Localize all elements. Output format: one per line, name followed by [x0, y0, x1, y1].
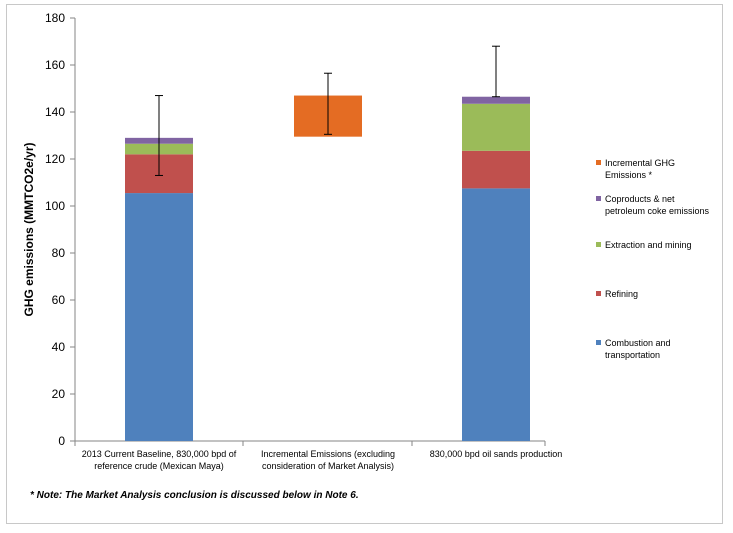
- x-category-label: Incremental Emissions (excluding consider…: [261, 449, 395, 471]
- legend-label: Coproducts & net petroleum coke emissions: [605, 194, 710, 216]
- bar-segment-combustion-and-transportation: [125, 193, 193, 441]
- legend-label: Combustion and transportation: [605, 338, 671, 360]
- legend-swatch: [596, 242, 601, 247]
- x-category-label-line: 830,000 bpd oil sands production: [430, 449, 563, 459]
- footnote: * Note: The Market Analysis conclusion i…: [30, 490, 359, 501]
- legend-swatch: [596, 340, 601, 345]
- legend-label-line: petroleum coke emissions: [605, 206, 710, 216]
- x-category-label-line: consideration of Market Analysis): [262, 461, 394, 471]
- legend-label: Incremental GHG Emissions *: [605, 158, 675, 180]
- legend-label-line: transportation: [605, 350, 660, 360]
- x-category-label: 2013 Current Baseline, 830,000 bpd of ref…: [82, 449, 237, 471]
- bar-segment-refining: [462, 150, 530, 189]
- legend-label-line: Incremental GHG: [605, 158, 675, 168]
- legend-swatch: [596, 196, 601, 201]
- bar-segment-coproducts-net-petroleum-coke-emissions: [462, 96, 530, 104]
- bar-segment-extraction-and-mining: [462, 103, 530, 151]
- y-axis-title: GHG emissions (MMTCO2e/yr): [22, 142, 36, 316]
- y-tick-label: 100: [45, 199, 65, 213]
- y-tick-label: 120: [45, 152, 65, 166]
- legend-label: Refining: [605, 289, 638, 299]
- y-tick-label: 140: [45, 105, 65, 119]
- x-category-label: 830,000 bpd oil sands production: [430, 449, 563, 459]
- y-tick-label: 40: [52, 340, 66, 354]
- y-tick-label: 80: [52, 246, 66, 260]
- legend-swatch: [596, 291, 601, 296]
- x-category-label-line: 2013 Current Baseline, 830,000 bpd of: [82, 449, 237, 459]
- y-tick-label: 180: [45, 11, 65, 25]
- legend-label-line: Coproducts & net: [605, 194, 675, 204]
- legend-label: Extraction and mining: [605, 240, 692, 250]
- legend-label-line: Extraction and mining: [605, 240, 692, 250]
- x-category-label-line: reference crude (Mexican Maya): [94, 461, 224, 471]
- bar-segment-combustion-and-transportation: [462, 188, 530, 441]
- y-tick-label: 60: [52, 293, 66, 307]
- y-tick-label: 160: [45, 58, 65, 72]
- y-tick-label: 0: [58, 434, 65, 448]
- legend-label-line: Combustion and: [605, 338, 671, 348]
- x-category-label-line: Incremental Emissions (excluding: [261, 449, 395, 459]
- y-tick-label: 20: [52, 387, 66, 401]
- legend-label-line: Refining: [605, 289, 638, 299]
- legend-swatch: [596, 160, 601, 165]
- legend-label-line: Emissions *: [605, 170, 653, 180]
